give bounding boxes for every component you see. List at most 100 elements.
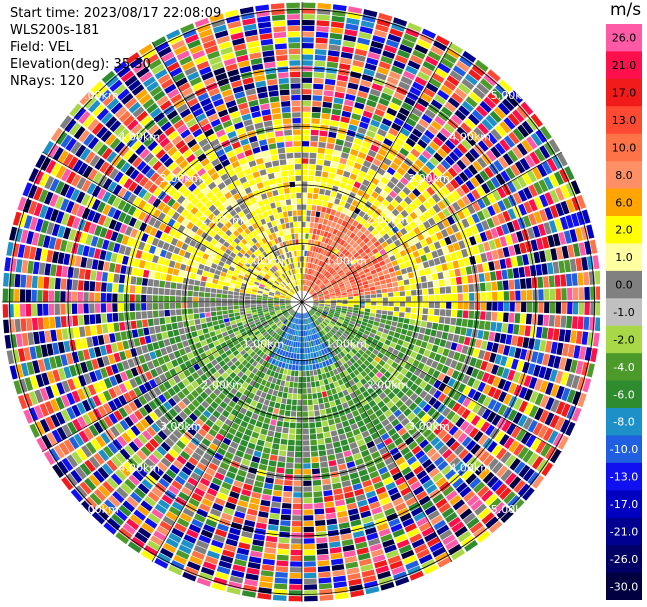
range-gate <box>435 498 448 509</box>
range-gate <box>543 176 554 190</box>
range-gate <box>317 560 330 567</box>
range-gate <box>349 204 356 212</box>
range-gate <box>560 315 567 328</box>
range-gate <box>416 308 423 314</box>
range-gate <box>436 221 445 231</box>
range-gate <box>463 490 476 503</box>
range-gate <box>124 444 135 456</box>
range-gate <box>532 289 538 301</box>
range-gate <box>334 275 340 280</box>
range-gate <box>205 287 211 293</box>
range-gate <box>332 283 339 288</box>
range-gate <box>319 299 325 301</box>
range-gate <box>322 101 332 108</box>
range-gate <box>377 167 386 176</box>
range-gate <box>178 411 188 420</box>
range-gate <box>205 518 218 528</box>
range-gate <box>518 203 527 216</box>
range-gate <box>512 192 523 205</box>
range-gate <box>297 347 300 354</box>
range-gate <box>140 462 152 473</box>
range-gate <box>93 248 101 259</box>
range-gate <box>333 393 339 400</box>
range-gate <box>237 371 244 378</box>
range-gate <box>446 302 452 309</box>
range-gate <box>142 430 152 441</box>
range-gate <box>245 447 254 456</box>
range-gate <box>403 233 411 241</box>
range-gate <box>385 481 396 491</box>
range-gate <box>53 445 65 459</box>
range-gate <box>308 281 311 287</box>
range-gate <box>403 172 413 182</box>
range-gate <box>232 340 240 346</box>
range-gate <box>280 380 286 387</box>
range-gate <box>182 340 189 348</box>
range-gate <box>218 261 225 267</box>
range-gate <box>360 251 367 258</box>
range-gate <box>330 329 336 334</box>
range-gate <box>297 400 302 406</box>
range-gate <box>337 205 344 213</box>
range-gate <box>293 492 302 498</box>
range-gate <box>310 439 317 446</box>
range-gate <box>406 330 413 337</box>
range-gate <box>387 229 395 237</box>
range-gate <box>434 302 440 309</box>
range-gate <box>71 242 79 254</box>
range-gate <box>555 385 565 400</box>
range-gate <box>402 323 409 330</box>
range-gate <box>334 324 341 329</box>
range-gate <box>271 324 277 329</box>
range-gate <box>55 165 67 179</box>
range-gate <box>193 297 199 302</box>
range-gate <box>205 312 211 318</box>
range-gate <box>75 191 86 204</box>
range-gate <box>309 364 313 371</box>
range-gate <box>495 270 503 281</box>
range-gate <box>522 417 533 430</box>
range-gate <box>216 566 231 575</box>
range-gate <box>334 493 344 501</box>
range-gate <box>420 321 427 328</box>
range-gate <box>344 394 352 402</box>
range-gate <box>368 124 378 133</box>
range-gate <box>286 305 292 308</box>
range-gate <box>178 372 186 381</box>
range-gate <box>85 441 97 455</box>
range-gate <box>188 319 195 326</box>
range-gate <box>275 566 289 573</box>
range-gate <box>191 492 203 502</box>
range-gate <box>283 339 288 345</box>
range-gate <box>289 567 302 573</box>
range-gate <box>303 463 311 469</box>
range-gate <box>317 309 323 313</box>
range-gate <box>398 317 404 323</box>
range-gate <box>414 377 423 386</box>
range-gate <box>407 565 422 576</box>
range-gate <box>200 382 208 391</box>
range-gate <box>583 271 590 286</box>
range-gate <box>548 220 558 233</box>
range-gate <box>307 287 311 292</box>
range-gate <box>371 302 377 306</box>
range-gate <box>387 366 395 374</box>
range-gate <box>280 294 286 297</box>
range-gate <box>401 102 413 112</box>
range-gate <box>459 55 473 68</box>
range-gate <box>225 384 233 392</box>
range-gate <box>198 360 206 368</box>
range-gate <box>302 71 313 78</box>
range-gate <box>3 272 10 287</box>
range-gate <box>223 318 230 323</box>
range-gate <box>292 341 296 347</box>
range-gate <box>379 162 389 171</box>
range-gate <box>76 244 85 256</box>
range-gate <box>115 469 127 482</box>
range-gate <box>207 272 214 279</box>
range-gate <box>499 236 508 247</box>
range-gate <box>358 505 370 513</box>
range-gate <box>326 67 338 74</box>
range-gate <box>486 192 497 204</box>
range-gate <box>292 311 296 316</box>
